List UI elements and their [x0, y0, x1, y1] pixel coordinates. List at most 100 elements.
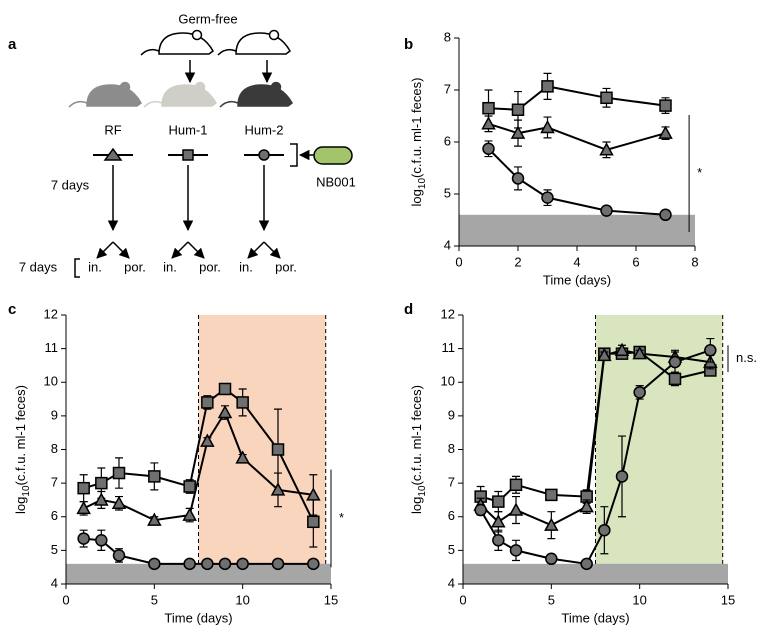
circle-marker — [201, 557, 214, 571]
triangle-marker — [614, 342, 630, 357]
x-tick-label: 15 — [324, 592, 338, 607]
x-tick-label: 10 — [235, 592, 249, 607]
triangle-marker — [658, 125, 673, 139]
circle-marker — [271, 557, 285, 571]
y-tick-label: 12 — [441, 306, 455, 321]
y-tick-label: 10 — [441, 374, 455, 389]
period-label: 7 days — [19, 259, 58, 274]
square-marker — [600, 91, 613, 105]
triangle-marker — [491, 514, 506, 528]
y-tick-label: 9 — [448, 407, 455, 422]
y-tick-label: 6 — [444, 133, 451, 148]
circle-marker — [704, 344, 717, 357]
circle-marker — [183, 557, 196, 571]
y-label-part: 10 — [417, 485, 428, 497]
series-line — [479, 349, 711, 565]
panel-label: c — [8, 301, 16, 318]
y-tick-label: 5 — [448, 542, 455, 557]
triangle-marker — [182, 507, 197, 521]
y-tick-label: 6 — [448, 508, 455, 523]
y-tick-label: 4 — [448, 575, 455, 590]
triangle-marker — [579, 499, 594, 513]
site-label: por. — [275, 259, 297, 274]
square-marker — [201, 396, 214, 409]
circle-marker — [580, 557, 593, 571]
triangle-marker — [540, 119, 555, 134]
y-tick-label: 4 — [51, 575, 58, 590]
mouse-tail — [143, 100, 163, 108]
site-label: in. — [239, 259, 253, 274]
y-tick-label: 8 — [51, 441, 58, 456]
group-label: RF — [104, 122, 121, 137]
triangle-marker — [306, 487, 321, 501]
mouse-ear — [270, 81, 282, 93]
circle-marker — [482, 142, 495, 156]
x-tick-label: 8 — [691, 254, 698, 269]
square-marker — [95, 476, 108, 490]
mouse-body — [86, 84, 142, 107]
y-tick-label: 6 — [51, 508, 58, 523]
y-label-part: (c.f.u. ml-1 feces) — [409, 385, 424, 485]
series-line — [83, 537, 314, 565]
site-label: por. — [199, 259, 221, 274]
triangle-marker — [111, 495, 127, 510]
y-tick-label: 7 — [444, 81, 451, 96]
group-label: Hum-2 — [244, 122, 283, 137]
square-marker — [541, 80, 554, 93]
circle-marker — [509, 544, 523, 557]
mouse-tail — [217, 48, 237, 56]
panel-label: b — [404, 36, 413, 53]
y-label-part: log — [13, 497, 28, 514]
x-tick-label: 10 — [632, 592, 646, 607]
x-tick-label: 5 — [151, 592, 158, 607]
mouse-tail — [140, 48, 160, 56]
y-tick-label: 4 — [444, 237, 451, 252]
germ-free-label: Germ-free — [178, 11, 237, 26]
y-tick-label: 9 — [51, 407, 58, 422]
mouse-tail — [68, 100, 88, 108]
y-tick-label: 12 — [44, 306, 58, 321]
y-label-part: log — [409, 497, 424, 514]
circle-marker — [598, 523, 611, 537]
x-tick-label: 15 — [721, 592, 735, 607]
triangle-marker — [544, 517, 559, 531]
y-tick-label: 7 — [448, 475, 455, 490]
circle-marker — [112, 549, 126, 562]
site-label: por. — [124, 259, 146, 274]
triangle-marker — [508, 502, 524, 516]
series-line — [479, 349, 711, 527]
circle-marker — [615, 470, 629, 483]
bracket — [74, 258, 80, 278]
x-tick-label: 0 — [62, 592, 69, 607]
triangle-marker — [76, 500, 91, 515]
square-marker — [271, 443, 285, 456]
panel-label: a — [8, 36, 17, 53]
significance-label: n.s. — [736, 350, 757, 365]
limit-band — [66, 563, 331, 584]
y-tick-label: 11 — [45, 340, 59, 355]
square-marker — [183, 480, 196, 493]
mouse-body — [237, 84, 293, 107]
square-marker — [511, 103, 525, 117]
arrow — [187, 241, 205, 259]
circle-marker — [541, 191, 554, 204]
mouse-tail — [219, 100, 239, 108]
y-axis-label: log10(c.f.u. ml-1 feces) — [409, 385, 427, 514]
x-tick-label: 4 — [573, 254, 580, 269]
significance-label: * — [339, 510, 344, 525]
arrow — [96, 241, 114, 259]
mouse-body — [158, 32, 214, 55]
strain-label: NB001 — [316, 174, 356, 189]
square-marker — [659, 99, 672, 112]
y-axis-label: log10(c.f.u. ml-1 feces) — [409, 78, 427, 207]
triangle-marker — [632, 346, 647, 360]
y-axis-label: log10(c.f.u. ml-1 feces) — [13, 385, 31, 514]
square-marker — [77, 481, 90, 495]
circle-marker — [492, 534, 505, 547]
y-label-part: (c.f.u. ml-1 feces) — [13, 385, 28, 485]
circle-marker — [511, 172, 525, 185]
square-marker — [509, 478, 523, 492]
arrow — [171, 241, 189, 259]
triangle-marker — [235, 450, 250, 464]
